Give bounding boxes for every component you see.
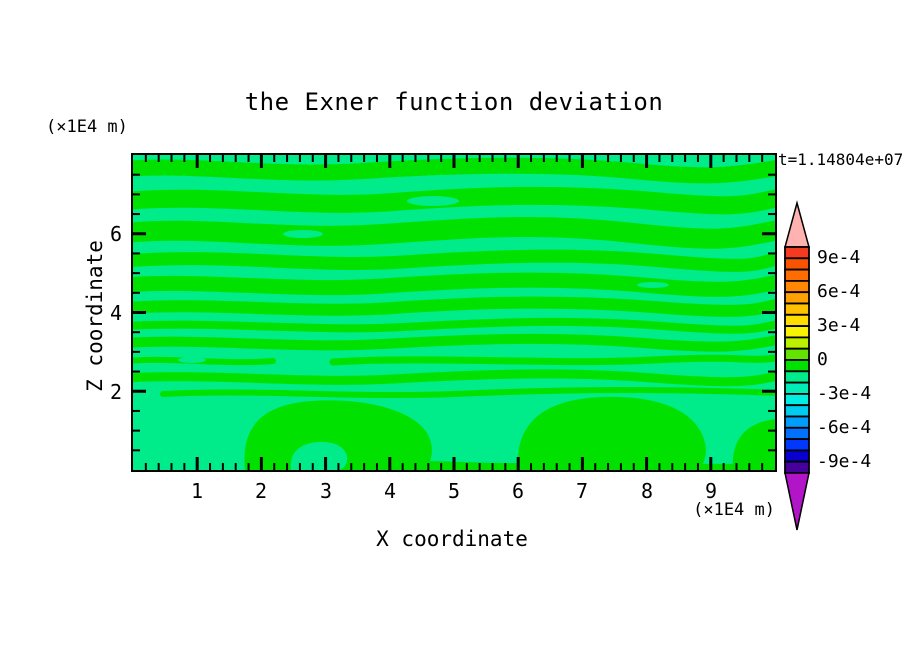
colorbar-tick-label: -9e-4 xyxy=(817,451,872,472)
colorbar-segment xyxy=(784,313,810,328)
colorbar-tick-label: -6e-4 xyxy=(817,417,872,438)
axis-ticks xyxy=(133,155,775,470)
colorbar-tick-label: 6e-4 xyxy=(817,281,861,302)
x-tick-label: 1 xyxy=(190,479,204,503)
positive-band-blobs xyxy=(244,396,775,470)
colorbar-segment xyxy=(784,280,810,294)
colorbar-tick-label: -3e-4 xyxy=(817,383,872,404)
y-axis-unit-label: (×1E4 m) xyxy=(46,117,128,137)
colorbar-tick-label: 9e-4 xyxy=(817,247,861,268)
colorbar-segment xyxy=(784,381,810,395)
colorbar-segment xyxy=(784,302,810,316)
y-tick-label: 4 xyxy=(109,301,122,325)
colorbar-segment xyxy=(784,291,810,305)
colorbar-segment xyxy=(784,246,810,260)
negative-band-islands xyxy=(178,196,669,470)
colorbar-segment xyxy=(784,392,810,407)
colorbar-segment xyxy=(784,426,810,441)
colorbar-tick-label: 3e-4 xyxy=(817,315,861,336)
colorbar-segment xyxy=(784,347,810,361)
colorbar-segment xyxy=(784,336,810,350)
x-tick-label: 4 xyxy=(383,479,397,503)
colorbar-segment xyxy=(784,257,810,271)
x-tick-label: 9 xyxy=(704,479,718,503)
colorbar-under-arrow xyxy=(784,472,810,531)
colorbar xyxy=(784,200,810,531)
contour-field xyxy=(133,155,775,470)
colorbar-segment xyxy=(784,370,810,384)
z-axis-title: Z coordinate xyxy=(83,240,107,392)
colorbar-segment xyxy=(784,325,810,339)
x-tick-label: 6 xyxy=(511,479,525,503)
x-tick-label: 8 xyxy=(640,479,654,503)
colorbar-segment xyxy=(784,268,810,282)
x-tick-label: 3 xyxy=(319,479,333,503)
positive-band-stripes xyxy=(133,157,775,399)
time-annotation: t=1.14804e+07 xyxy=(778,150,904,169)
x-tick-label: 5 xyxy=(447,479,461,503)
colorbar-segment xyxy=(784,415,810,429)
colorbar-segment xyxy=(784,438,810,452)
colorbar-segment xyxy=(784,404,810,418)
plot-area xyxy=(131,153,777,472)
colorbar-over-arrow xyxy=(784,200,810,248)
x-tick-label: 7 xyxy=(575,479,589,503)
colorbar-segment xyxy=(784,449,810,463)
chart-title: the Exner function deviation xyxy=(244,88,664,116)
x-axis-title: X coordinate xyxy=(376,527,528,551)
colorbar-tick-label: 0 xyxy=(817,349,828,370)
y-tick-label: 2 xyxy=(109,380,122,404)
colorbar-segment xyxy=(784,359,810,373)
x-tick-label: 2 xyxy=(254,479,268,503)
x-axis-unit-label: (×1E4 m) xyxy=(693,500,775,520)
colorbar-segment xyxy=(784,460,810,474)
y-tick-label: 6 xyxy=(109,222,122,246)
